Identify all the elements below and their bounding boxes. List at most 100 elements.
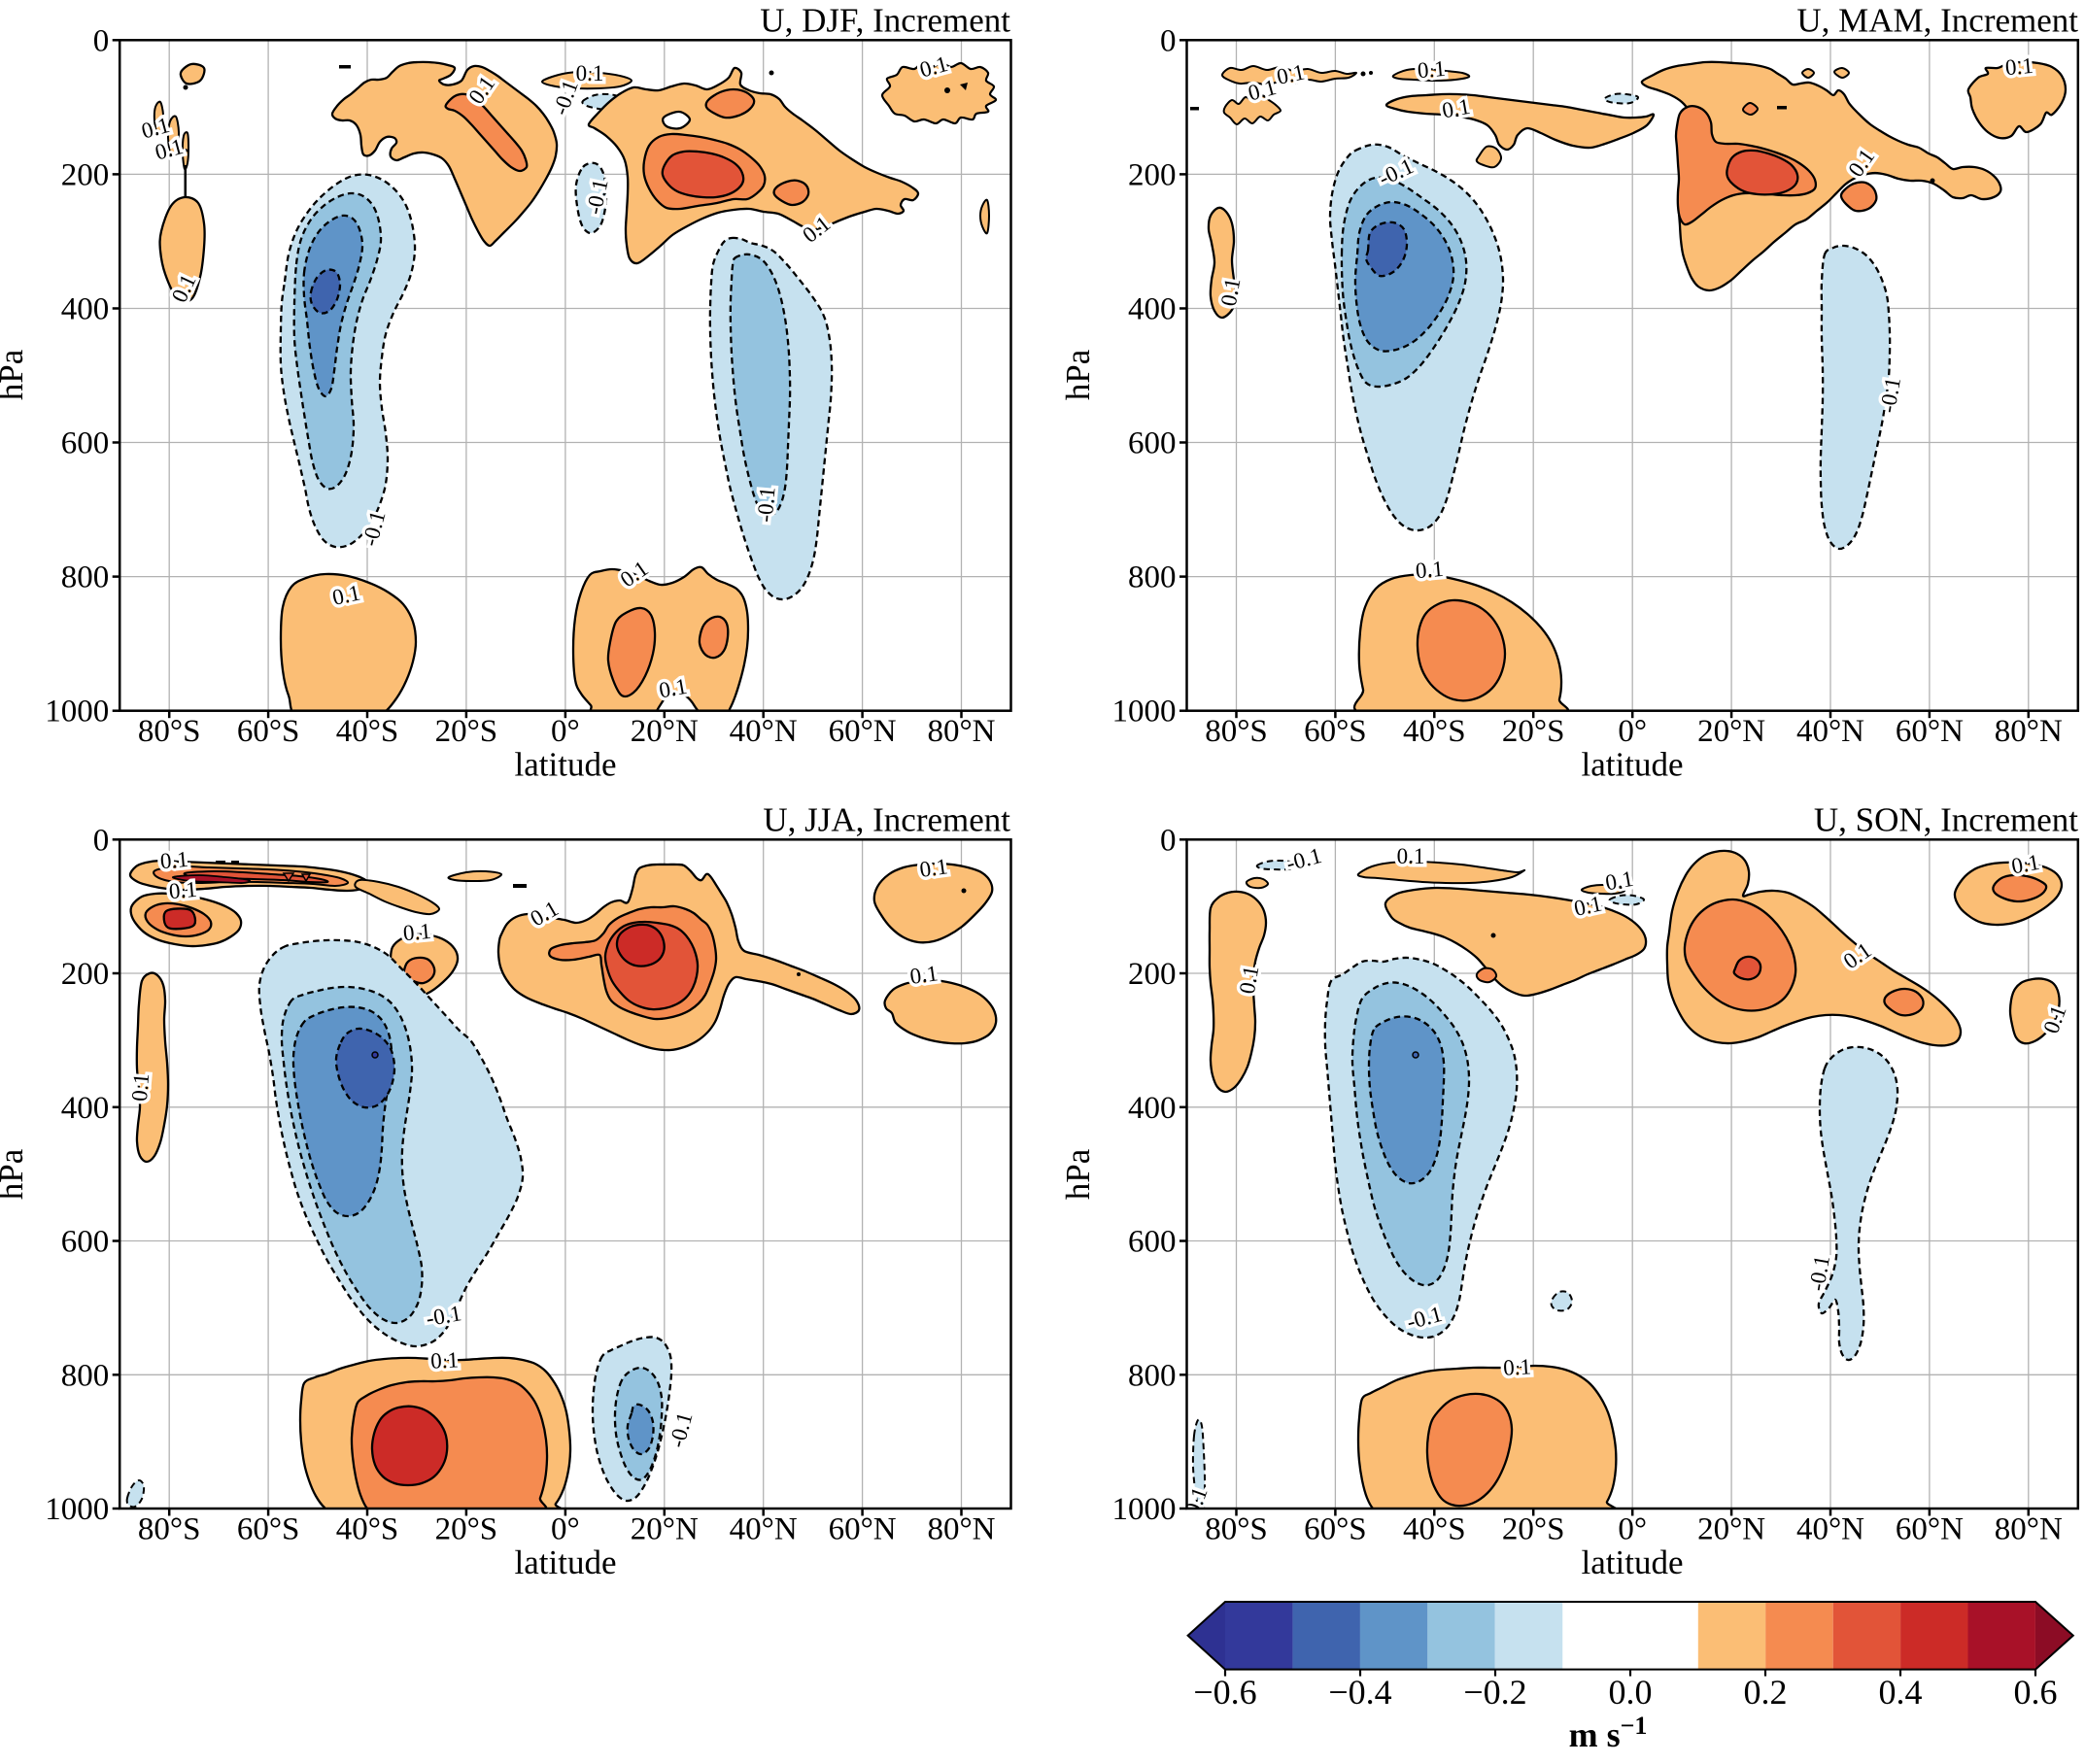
svg-text:−0.6: −0.6: [1193, 1673, 1256, 1712]
svg-text:80°S: 80°S: [138, 714, 201, 749]
svg-text:U, DJF, Increment: U, DJF, Increment: [760, 1, 1010, 39]
svg-text:60°S: 60°S: [1304, 1512, 1367, 1547]
svg-text:200: 200: [1128, 157, 1177, 192]
svg-text:60°N: 60°N: [829, 1512, 897, 1547]
svg-text:0.1: 0.1: [1603, 866, 1635, 896]
svg-text:0.1: 0.1: [168, 877, 198, 903]
svg-text:40°S: 40°S: [336, 1512, 399, 1547]
svg-text:20°S: 20°S: [435, 714, 498, 749]
svg-text:60°N: 60°N: [829, 714, 897, 749]
svg-text:-0.1: -0.1: [752, 486, 779, 523]
svg-text:0°: 0°: [1618, 1512, 1647, 1547]
svg-text:0.1: 0.1: [2009, 850, 2041, 879]
svg-text:0.6: 0.6: [2014, 1673, 2058, 1712]
svg-text:1000: 1000: [45, 1492, 109, 1527]
svg-text:60°S: 60°S: [1304, 714, 1367, 749]
svg-text:0: 0: [93, 23, 110, 58]
svg-text:80°S: 80°S: [1205, 1512, 1268, 1547]
svg-text:20°N: 20°N: [1697, 1512, 1765, 1547]
svg-text:0.1: 0.1: [1503, 1354, 1532, 1379]
svg-text:0.1: 0.1: [1397, 844, 1425, 868]
svg-text:0.1: 0.1: [430, 1347, 460, 1373]
svg-text:latitude: latitude: [1582, 1544, 1684, 1581]
svg-text:400: 400: [61, 292, 110, 327]
svg-text:400: 400: [1128, 1091, 1177, 1126]
svg-text:0.1: 0.1: [918, 854, 949, 882]
svg-text:−0.2: −0.2: [1463, 1673, 1526, 1712]
svg-text:U, MAM, Increment: U, MAM, Increment: [1796, 1, 2078, 39]
svg-text:U, SON, Increment: U, SON, Increment: [1814, 800, 2078, 838]
svg-text:0.1: 0.1: [1216, 276, 1246, 308]
svg-text:0.1: 0.1: [1417, 56, 1447, 83]
svg-text:40°N: 40°N: [730, 1512, 798, 1547]
svg-text:40°S: 40°S: [1403, 714, 1466, 749]
svg-text:80°N: 80°N: [1995, 714, 2063, 749]
svg-text:80°S: 80°S: [138, 1512, 201, 1547]
svg-text:0.1: 0.1: [1235, 964, 1264, 996]
svg-text:0.1: 0.1: [402, 919, 432, 945]
svg-text:600: 600: [1128, 1225, 1177, 1260]
svg-text:0.4: 0.4: [1879, 1673, 1923, 1712]
svg-text:40°S: 40°S: [1403, 1512, 1466, 1547]
svg-text:20°S: 20°S: [435, 1512, 498, 1547]
svg-text:600: 600: [1128, 426, 1177, 461]
svg-text:hPa: hPa: [1059, 349, 1097, 400]
svg-text:0°: 0°: [1618, 714, 1647, 749]
svg-text:0.1: 0.1: [159, 847, 189, 873]
svg-text:20°S: 20°S: [1502, 1512, 1565, 1547]
svg-text:200: 200: [1128, 957, 1177, 992]
svg-text:20°N: 20°N: [631, 1512, 699, 1547]
svg-text:0: 0: [93, 823, 110, 858]
svg-text:0.2: 0.2: [1744, 1673, 1788, 1712]
svg-text:80°N: 80°N: [927, 1512, 995, 1547]
svg-text:0°: 0°: [551, 1512, 580, 1547]
svg-text:600: 600: [61, 1225, 110, 1260]
svg-text:U, JJA, Increment: U, JJA, Increment: [763, 800, 1010, 838]
svg-text:1000: 1000: [1112, 1492, 1177, 1527]
svg-text:−0.4: −0.4: [1328, 1673, 1391, 1712]
svg-text:hPa: hPa: [0, 1148, 30, 1200]
svg-text:0.0: 0.0: [1609, 1673, 1653, 1712]
svg-text:80°S: 80°S: [1205, 714, 1268, 749]
svg-text:800: 800: [61, 1358, 110, 1393]
svg-text:0.1: 0.1: [127, 1072, 154, 1102]
svg-text:0: 0: [1160, 23, 1177, 58]
svg-text:hPa: hPa: [0, 349, 30, 400]
svg-text:400: 400: [61, 1091, 110, 1126]
svg-text:20°N: 20°N: [631, 714, 699, 749]
svg-text:60°N: 60°N: [1896, 1512, 1964, 1547]
svg-text:60°S: 60°S: [237, 714, 300, 749]
svg-text:40°N: 40°N: [1796, 714, 1864, 749]
svg-text:0.1: 0.1: [1415, 557, 1445, 583]
svg-text:latitude: latitude: [515, 746, 617, 784]
svg-text:200: 200: [61, 157, 110, 192]
svg-text:0°: 0°: [551, 714, 580, 749]
svg-text:latitude: latitude: [1582, 746, 1684, 784]
svg-text:0: 0: [1160, 823, 1177, 858]
svg-text:800: 800: [61, 560, 110, 595]
svg-text:40°N: 40°N: [730, 714, 798, 749]
svg-text:40°N: 40°N: [1796, 1512, 1864, 1547]
svg-text:1000: 1000: [45, 695, 109, 729]
svg-text:200: 200: [61, 957, 110, 992]
svg-text:0.1: 0.1: [657, 674, 689, 703]
svg-text:80°N: 80°N: [1995, 1512, 2063, 1547]
svg-text:400: 400: [1128, 292, 1177, 327]
svg-text:0.1: 0.1: [2004, 53, 2034, 80]
svg-text:60°S: 60°S: [237, 1512, 300, 1547]
svg-text:0.1: 0.1: [1440, 94, 1472, 123]
svg-text:20°N: 20°N: [1697, 714, 1765, 749]
svg-text:20°S: 20°S: [1502, 714, 1565, 749]
svg-text:1000: 1000: [1112, 695, 1177, 729]
svg-text:600: 600: [61, 426, 110, 461]
svg-text:0.1: 0.1: [576, 61, 604, 85]
svg-text:60°N: 60°N: [1896, 714, 1964, 749]
svg-text:hPa: hPa: [1059, 1148, 1097, 1200]
svg-text:-0.1: -0.1: [1875, 376, 1905, 415]
svg-text:800: 800: [1128, 1358, 1177, 1393]
svg-text:latitude: latitude: [515, 1544, 617, 1581]
svg-text:80°N: 80°N: [927, 714, 995, 749]
svg-text:800: 800: [1128, 560, 1177, 595]
svg-text:0.1: 0.1: [908, 961, 940, 989]
svg-text:40°S: 40°S: [336, 714, 399, 749]
